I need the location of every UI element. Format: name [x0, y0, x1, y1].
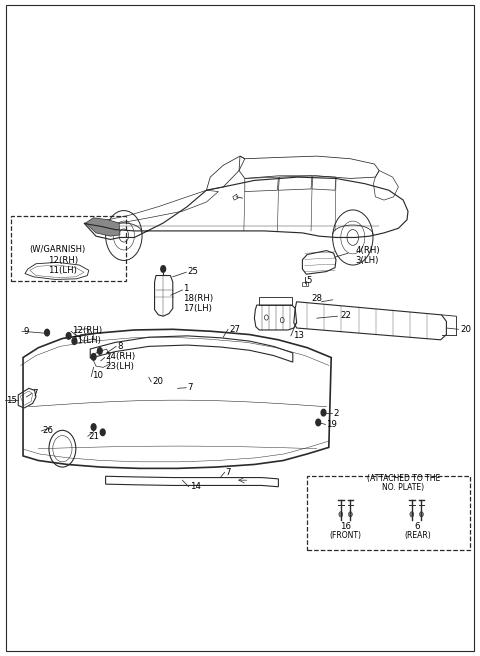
Text: (ATTACHED TO THE: (ATTACHED TO THE — [367, 474, 440, 483]
Text: NO. PLATE): NO. PLATE) — [382, 483, 424, 492]
Text: 5: 5 — [306, 276, 312, 285]
Text: 27: 27 — [229, 325, 240, 334]
Text: 21: 21 — [89, 432, 100, 441]
Circle shape — [161, 266, 166, 272]
Text: (W/GARNISH): (W/GARNISH) — [29, 245, 86, 254]
Text: 8: 8 — [117, 342, 122, 351]
Text: 1: 1 — [183, 284, 189, 293]
Text: 13: 13 — [293, 331, 304, 340]
Text: 10: 10 — [92, 371, 103, 380]
Circle shape — [316, 419, 321, 426]
Text: (REAR): (REAR) — [404, 531, 431, 541]
Text: 12(RH): 12(RH) — [48, 256, 78, 265]
Circle shape — [420, 512, 423, 517]
Text: (FRONT): (FRONT) — [330, 531, 361, 541]
Circle shape — [321, 409, 326, 416]
Circle shape — [45, 329, 49, 336]
Text: 16: 16 — [340, 522, 351, 531]
Circle shape — [97, 348, 102, 354]
Text: 20: 20 — [153, 377, 164, 386]
Circle shape — [410, 512, 414, 517]
Text: 20: 20 — [461, 325, 472, 335]
Circle shape — [348, 512, 352, 517]
Text: 15: 15 — [6, 396, 17, 405]
Text: 11(LH): 11(LH) — [72, 336, 101, 345]
Text: 28: 28 — [311, 294, 322, 303]
Circle shape — [280, 318, 284, 323]
Circle shape — [72, 338, 77, 344]
Text: 25: 25 — [187, 267, 198, 276]
Text: 19: 19 — [326, 420, 337, 429]
Text: 7: 7 — [226, 468, 231, 477]
Text: 7: 7 — [187, 382, 192, 392]
Text: 2: 2 — [334, 409, 339, 418]
Text: 4(RH): 4(RH) — [355, 246, 380, 255]
Text: 7: 7 — [33, 389, 38, 398]
Text: 17(LH): 17(LH) — [183, 304, 212, 313]
Text: 26: 26 — [42, 426, 53, 436]
Text: 6: 6 — [415, 522, 420, 531]
Text: 12(RH): 12(RH) — [72, 326, 102, 335]
Text: 14: 14 — [190, 482, 201, 491]
Circle shape — [100, 429, 105, 436]
Text: 3(LH): 3(LH) — [355, 256, 379, 265]
Text: 18(RH): 18(RH) — [183, 294, 214, 303]
Bar — [302, 282, 308, 286]
Text: 24(RH): 24(RH) — [106, 352, 136, 361]
Circle shape — [91, 354, 96, 360]
Text: 11(LH): 11(LH) — [48, 266, 77, 275]
Text: 23(LH): 23(LH) — [106, 362, 134, 371]
Circle shape — [339, 512, 343, 517]
Circle shape — [91, 424, 96, 430]
Bar — [161, 268, 165, 270]
Polygon shape — [85, 218, 120, 236]
Text: 9: 9 — [23, 327, 28, 336]
Text: 22: 22 — [341, 311, 352, 320]
Circle shape — [66, 333, 71, 339]
Circle shape — [264, 315, 268, 320]
